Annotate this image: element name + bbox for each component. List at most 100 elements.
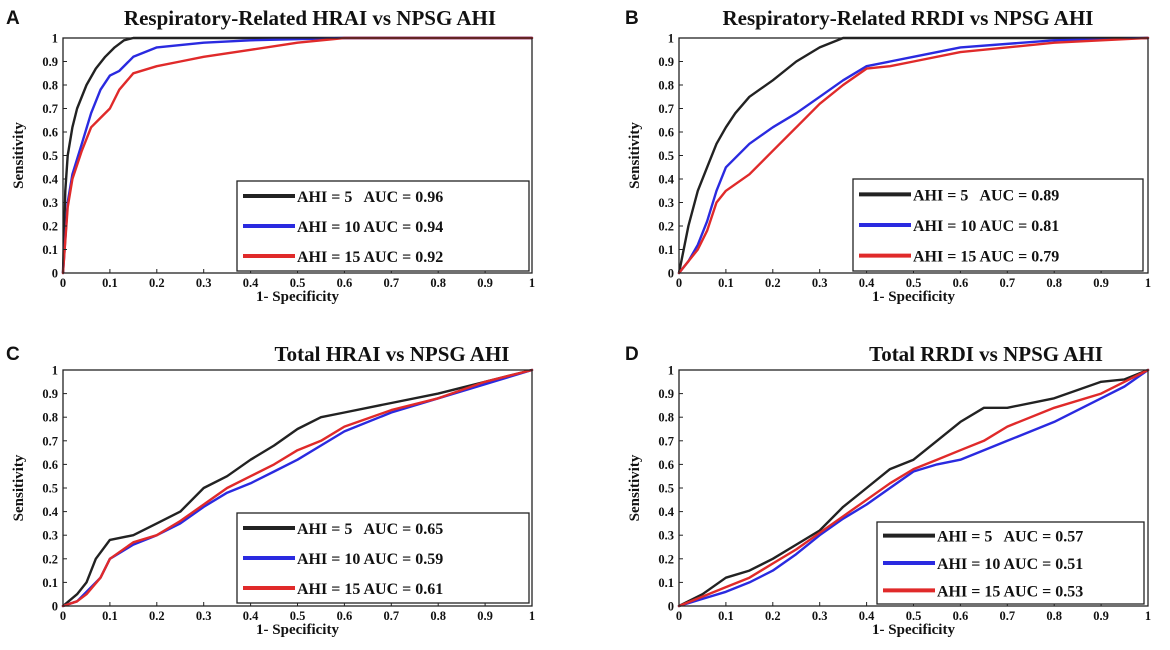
chart-panel-b: B Respiratory-Related RRDI vs NPSG AHI 0 0.… bbox=[625, 6, 1151, 305]
y-axis-label: Sensitivity bbox=[627, 454, 643, 521]
x-tick-label: 0.8 bbox=[430, 276, 446, 290]
x-tick-label: 0.7 bbox=[999, 276, 1015, 290]
y-tick-label: 0.6 bbox=[658, 458, 674, 472]
x-tick-label: 0.4 bbox=[243, 609, 259, 623]
x-tick-label: 0.6 bbox=[337, 276, 353, 290]
legend-label: AHI = 5 AUC = 0.65 bbox=[297, 521, 443, 538]
x-tick-label: 1 bbox=[529, 609, 535, 623]
legend-label: AHI = 5 AUC = 0.57 bbox=[937, 529, 1083, 546]
legend-label: AHI = 10 AUC = 0.94 bbox=[297, 219, 443, 236]
x-tick-label: 0.4 bbox=[243, 276, 259, 290]
y-tick-label: 0.9 bbox=[42, 387, 58, 401]
x-tick-label: 0.8 bbox=[1046, 276, 1062, 290]
y-tick-label: 0.2 bbox=[658, 552, 674, 566]
x-tick-label: 0 bbox=[676, 276, 682, 290]
y-tick-label: 0.4 bbox=[658, 173, 674, 187]
y-tick-label: 0.7 bbox=[658, 102, 674, 116]
x-tick-label: 0.3 bbox=[812, 276, 828, 290]
y-tick-label: 0.5 bbox=[42, 149, 58, 163]
y-tick-label: 0.5 bbox=[42, 482, 58, 496]
x-tick-label: 0.9 bbox=[477, 276, 493, 290]
x-tick-label: 0.2 bbox=[765, 276, 781, 290]
x-tick-label: 1 bbox=[1145, 276, 1151, 290]
legend: AHI = 5 AUC = 0.65 AHI = 10 AUC = 0.59 AHI… bbox=[236, 512, 530, 604]
panel-letter: A bbox=[6, 8, 20, 29]
roc-curve-series-2 bbox=[677, 368, 1150, 608]
x-tick-label: 0.3 bbox=[196, 609, 212, 623]
y-tick-label: 1 bbox=[52, 364, 58, 378]
y-tick-label: 0.7 bbox=[42, 102, 58, 116]
legend-label: AHI = 15 AUC = 0.79 bbox=[913, 249, 1059, 266]
y-tick-label: 0.1 bbox=[42, 243, 58, 257]
y-tick-label: 0 bbox=[668, 267, 674, 281]
y-tick-label: 0.9 bbox=[658, 387, 674, 401]
x-tick-label: 1 bbox=[529, 276, 535, 290]
legend-label: AHI = 10 AUC = 0.59 bbox=[297, 551, 443, 568]
chart-title: Respiratory-Related HRAI vs NPSG AHI bbox=[124, 6, 496, 30]
roc-curve-series-3 bbox=[61, 368, 534, 608]
y-tick-label: 0.5 bbox=[658, 482, 674, 496]
x-tick-label: 0.4 bbox=[859, 276, 875, 290]
y-tick-label: 0.6 bbox=[42, 126, 58, 140]
y-tick-label: 0.3 bbox=[658, 196, 674, 210]
y-axis-label: Sensitivity bbox=[11, 122, 27, 189]
x-tick-label: 0.7 bbox=[383, 609, 399, 623]
x-tick-label: 0.9 bbox=[1093, 609, 1109, 623]
y-tick-label: 0.8 bbox=[658, 411, 674, 425]
x-tick-label: 0.5 bbox=[906, 609, 922, 623]
legend-label: AHI = 15 AUC = 0.92 bbox=[297, 249, 443, 266]
x-axis-label: 1- Specificity bbox=[256, 622, 339, 638]
x-tick-label: 0 bbox=[60, 276, 66, 290]
y-tick-label: 0 bbox=[52, 267, 58, 281]
x-tick-label: 0.9 bbox=[477, 609, 493, 623]
y-tick-label: 0.6 bbox=[658, 126, 674, 140]
x-tick-label: 0.8 bbox=[1046, 609, 1062, 623]
x-tick-label: 0.1 bbox=[102, 276, 118, 290]
y-tick-label: 0.2 bbox=[42, 220, 58, 234]
x-tick-label: 0.1 bbox=[718, 609, 734, 623]
x-tick-label: 0.2 bbox=[765, 609, 781, 623]
legend-label: AHI = 10 AUC = 0.81 bbox=[913, 218, 1059, 235]
panel-letter: C bbox=[6, 344, 20, 365]
legend: AHI = 5 AUC = 0.96 AHI = 10 AUC = 0.94 AHI… bbox=[236, 180, 530, 272]
chart-title: Respiratory-Related RRDI vs NPSG AHI bbox=[723, 6, 1094, 30]
chart-panel-d: D Total RRDI vs NPSG AHI 0 0.1 0.2 0.3 0.4 0.5 0… bbox=[625, 342, 1151, 638]
y-tick-label: 0.3 bbox=[42, 196, 58, 210]
y-tick-label: 0.2 bbox=[42, 552, 58, 566]
x-tick-label: 0.5 bbox=[290, 276, 306, 290]
legend: AHI = 5 AUC = 0.57 AHI = 10 AUC = 0.51 AHI… bbox=[876, 521, 1145, 605]
y-tick-label: 0.1 bbox=[42, 576, 58, 590]
y-tick-label: 0 bbox=[668, 600, 674, 614]
y-tick-label: 0.7 bbox=[658, 434, 674, 448]
panel-letter: D bbox=[625, 344, 639, 365]
x-tick-label: 0.9 bbox=[1093, 276, 1109, 290]
x-tick-label: 0.6 bbox=[953, 609, 969, 623]
y-tick-label: 1 bbox=[52, 32, 58, 46]
y-tick-label: 0.8 bbox=[658, 79, 674, 93]
x-tick-label: 0.6 bbox=[337, 609, 353, 623]
legend-label: AHI = 15 AUC = 0.61 bbox=[297, 581, 443, 598]
legend-label: AHI = 5 AUC = 0.89 bbox=[913, 187, 1059, 204]
y-tick-label: 0.3 bbox=[658, 529, 674, 543]
x-tick-label: 0.7 bbox=[999, 609, 1015, 623]
roc-curve-series-2 bbox=[677, 36, 1150, 275]
y-tick-label: 0.6 bbox=[42, 458, 58, 472]
y-axis-label: Sensitivity bbox=[11, 454, 27, 521]
y-tick-label: 0.2 bbox=[658, 220, 674, 234]
x-axis-label: 1- Specificity bbox=[256, 289, 339, 305]
x-tick-label: 0 bbox=[60, 609, 66, 623]
x-tick-label: 0.2 bbox=[149, 609, 165, 623]
chart-title: Total HRAI vs NPSG AHI bbox=[275, 342, 510, 366]
roc-curve-series-1 bbox=[61, 368, 534, 608]
y-tick-label: 0.1 bbox=[658, 576, 674, 590]
y-tick-label: 0.8 bbox=[42, 411, 58, 425]
legend: AHI = 5 AUC = 0.89 AHI = 10 AUC = 0.81 AHI… bbox=[852, 178, 1144, 272]
y-tick-label: 1 bbox=[668, 32, 674, 46]
y-tick-label: 0.4 bbox=[42, 173, 58, 187]
y-tick-label: 0.9 bbox=[658, 55, 674, 69]
x-tick-label: 0.3 bbox=[196, 276, 212, 290]
roc-curve-series-2 bbox=[61, 36, 534, 275]
chart-title: Total RRDI vs NPSG AHI bbox=[869, 342, 1103, 366]
roc-curve-series-1 bbox=[677, 368, 1150, 608]
